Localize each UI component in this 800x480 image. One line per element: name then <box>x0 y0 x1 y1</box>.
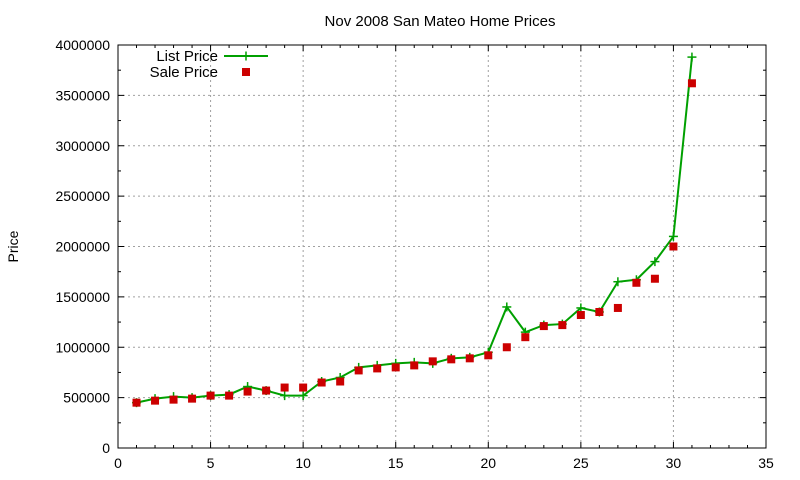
y-tick-label: 4000000 <box>55 37 110 53</box>
x-tick-label: 30 <box>666 455 682 471</box>
sale-price-point <box>502 343 511 352</box>
sale-price-point <box>243 387 252 396</box>
sale-price-point <box>169 395 178 404</box>
sale-price-point <box>132 398 141 407</box>
list-price-point <box>650 257 660 267</box>
sale-price-point <box>354 366 363 375</box>
legend-square-swatch <box>242 68 250 76</box>
sale-price-point <box>317 378 326 387</box>
x-tick-label: 35 <box>758 455 774 471</box>
x-tick-label: 5 <box>207 455 215 471</box>
legend-label: List Price <box>156 48 218 65</box>
y-axis-label: Price <box>5 230 21 262</box>
legend-label: Sale Price <box>150 64 218 81</box>
sale-price-point <box>336 377 345 386</box>
sale-price-point <box>632 278 641 287</box>
y-tick-label: 500000 <box>63 390 110 406</box>
series-1 <box>132 79 696 407</box>
sale-price-point <box>151 396 160 405</box>
sale-price-point <box>650 274 659 283</box>
x-tick-label: 25 <box>573 455 589 471</box>
list-price-point <box>502 302 512 312</box>
sale-price-point <box>539 322 548 331</box>
sale-price-point <box>669 242 678 251</box>
y-tick-label: 0 <box>102 440 110 456</box>
list-price-point <box>668 231 678 241</box>
y-tick-label: 3000000 <box>55 138 110 154</box>
y-tick-label: 2000000 <box>55 239 110 255</box>
sale-price-point <box>428 357 437 366</box>
sale-price-point <box>465 354 474 363</box>
x-tick-label: 20 <box>480 455 496 471</box>
x-tick-label: 15 <box>388 455 404 471</box>
labels: Nov 2008 San Mateo Home Prices Price <box>5 13 555 262</box>
sale-price-point <box>373 364 382 373</box>
sale-price-point <box>447 355 456 364</box>
sale-price-point <box>558 321 567 330</box>
sale-price-point <box>299 383 308 392</box>
y-tick-label: 2500000 <box>55 188 110 204</box>
sale-price-point <box>613 303 622 312</box>
sale-price-point <box>576 311 585 320</box>
list-price-point <box>613 277 623 287</box>
sale-price-point <box>410 361 419 370</box>
sale-price-point <box>188 394 197 403</box>
sale-price-point <box>280 383 289 392</box>
sale-price-point <box>391 363 400 372</box>
axes: 0 5 10 15 20 25 30 35 0 500000 1000000 1500000 20000… <box>55 37 774 471</box>
sale-price-point <box>484 351 493 360</box>
y-tick-label: 1500000 <box>55 289 110 305</box>
y-tick-label: 1000000 <box>55 339 110 355</box>
x-tick-label: 0 <box>114 455 122 471</box>
list-price-point <box>576 303 586 313</box>
sale-price-point <box>206 391 215 400</box>
sale-price-point <box>595 307 604 316</box>
list-price-point <box>687 52 697 62</box>
grid-lines <box>118 45 766 448</box>
x-tick-label: 10 <box>295 455 311 471</box>
sale-price-point <box>687 79 696 88</box>
sale-price-point <box>521 333 530 342</box>
list-price-point <box>280 391 290 401</box>
legend-plus-swatch <box>241 51 251 61</box>
y-tick-label: 3500000 <box>55 87 110 103</box>
sale-price-point <box>262 386 271 395</box>
sale-price-point <box>225 391 234 400</box>
plot-series <box>132 52 697 408</box>
chart-title: Nov 2008 San Mateo Home Prices <box>325 13 556 30</box>
list-price-point <box>298 391 308 401</box>
